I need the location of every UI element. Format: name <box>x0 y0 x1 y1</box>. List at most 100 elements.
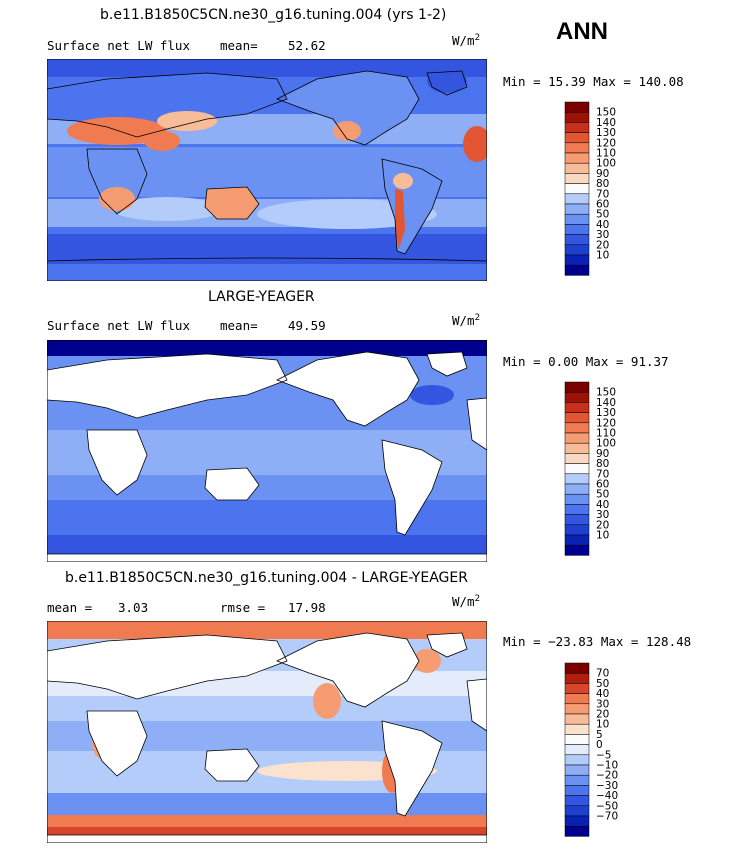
panel-2-colorbar-swatch <box>564 514 590 526</box>
panel-1-colorbar-tick-label: 20 <box>596 239 609 251</box>
panel-2-colorbar-swatch <box>564 483 590 495</box>
panel-1-australia <box>205 187 259 219</box>
panel-2-colorbar-tick-label: 140 <box>596 397 616 409</box>
panel-1-colorbar-swatch <box>564 122 590 133</box>
panel-1-colorbar-tick-label: 130 <box>596 127 616 139</box>
panel-3-band-southern <box>47 793 487 815</box>
panel-1-colorbar-swatch <box>564 193 590 205</box>
panel-1-band-antarctic <box>47 264 487 281</box>
panel-3-colorbar-swatch <box>564 795 590 807</box>
panel-2-min-max: Min = 0.00 Max = 91.37 <box>503 354 669 369</box>
panel-2-colorbar-swatch <box>564 544 590 556</box>
panel-1-band-arctic <box>47 59 487 77</box>
panel-3-coastlines <box>47 632 487 836</box>
panel-2-title: LARGE-YEAGER <box>208 289 315 305</box>
panel-1-south-africa-hot <box>99 187 135 211</box>
panel-3-colorbar-swatch <box>564 815 590 827</box>
panel-3-california-upwelling <box>313 683 341 719</box>
panel-3-colorbar-tick-label: 20 <box>596 709 609 721</box>
panel-3-colorbar-tick-label: −40 <box>596 790 618 802</box>
panel-1-patagonia <box>393 173 413 189</box>
panel-1-coastlines <box>47 70 487 262</box>
season-label: ANN <box>556 18 608 45</box>
panel-1-title: b.e11.B1850C5CN.ne30_g16.tuning.004 (yrs… <box>100 7 447 23</box>
panel-1-mean-label: mean= <box>220 38 258 53</box>
panel-3-mean-label: mean = <box>47 600 93 615</box>
panel-2-colorbar-tick-label: 80 <box>596 458 609 470</box>
panel-1-colorbar-tick-label: 80 <box>596 178 609 190</box>
panel-3-rmse-value: 17.98 <box>288 600 326 615</box>
panel-3-colorbar-swatch <box>564 662 590 674</box>
panel-2-colorbar: 150 140 130 120 110 100 90 80 70 60 50 40 30 20 10 <box>564 381 645 561</box>
panel-2-colorbar-tick-label: 120 <box>596 417 616 429</box>
panel-1-central-asia <box>157 111 217 131</box>
panel-1-colorbar-tick-label: 70 <box>596 188 609 200</box>
panel-3-colorbar-swatch <box>564 672 590 684</box>
panel-1-colorbar-tick-label: 10 <box>596 250 609 262</box>
panel-3-mean-value: 3.03 <box>118 600 149 615</box>
panel-3-colorbar-swatch <box>564 825 590 837</box>
panel-2-mean-value: 49.59 <box>288 318 326 333</box>
panel-1-variable-label: Surface net LW flux <box>47 38 190 53</box>
panel-2-colorbar-swatch <box>564 473 590 485</box>
panel-3-colorbar-swatch <box>564 693 590 705</box>
panel-3-colorbar-tick-label: 70 <box>596 668 609 680</box>
panel-2-colorbar-swatch <box>564 442 590 454</box>
panel-3-map <box>47 621 487 843</box>
panel-2-colorbar-swatch <box>564 493 590 505</box>
panel-3-colorbar-tick-label: −5 <box>596 749 611 761</box>
panel-3-band-antarctic <box>47 815 487 827</box>
panel-3-colorbar-tick-label: 0 <box>596 739 603 751</box>
panel-1-colorbar-swatch <box>564 254 590 266</box>
panel-2-colorbar-tick-label: 90 <box>596 448 609 460</box>
panel-1-units: W/m2 <box>452 33 480 49</box>
panel-1-colorbar-tick-label: 60 <box>596 199 609 211</box>
panel-2-colorbar-swatch <box>564 534 590 546</box>
panel-3-colorbar-swatch <box>564 683 590 694</box>
panel-3-land <box>47 633 487 843</box>
panel-3-colorbar-tick-label: 50 <box>596 678 609 690</box>
panel-1-colorbar-swatch <box>564 111 590 123</box>
panel-1-sahel-hot <box>463 126 487 162</box>
panel-1-colorbar-swatch <box>564 173 590 184</box>
panel-2-colorbar-tick-label: 150 <box>596 387 616 399</box>
panel-2-colorbar-swatch <box>564 432 590 444</box>
panel-1-greenland <box>427 69 467 93</box>
panel-3-colorbar-tick-label: 10 <box>596 719 609 731</box>
panel-2-land <box>47 352 487 562</box>
panel-2-colorbar-swatch <box>564 453 590 464</box>
panel-1-colorbar-tick-label: 50 <box>596 209 609 221</box>
panel-1-colorbar-swatch <box>564 152 590 164</box>
panel-3-min-max: Min = −23.83 Max = 128.48 <box>503 634 692 649</box>
panel-3-colorbar-swatch <box>564 703 590 715</box>
panel-2-colorbar-swatch <box>564 402 590 413</box>
panel-2-units: W/m2 <box>452 313 480 329</box>
panel-1-map <box>47 59 487 281</box>
panel-1-colorbar-swatch <box>564 234 590 246</box>
panel-1-north-america <box>277 71 419 145</box>
panel-2-mean-label: mean= <box>220 318 258 333</box>
panel-3-colorbar-swatch <box>564 764 590 776</box>
panel-1-colorbar-swatch <box>564 132 590 144</box>
panel-1-colorbar-tick-label: 150 <box>596 107 616 119</box>
panel-2-colorbar-tick-label: 40 <box>596 499 609 511</box>
panel-2-colorbar-swatch <box>564 504 590 515</box>
panel-3-colorbar-tick-label: 5 <box>596 729 603 741</box>
panel-2-gulf-stream <box>410 385 454 405</box>
panel-1-colorbar-tick-label: 100 <box>596 158 616 170</box>
panel-3-units: W/m2 <box>452 594 480 610</box>
panel-1-colorbar: 150 140 130 120 110 100 90 80 70 60 50 40 30 20 10 <box>564 101 645 281</box>
panel-1-colorbar-swatch <box>564 203 590 215</box>
panel-1-andes-hot <box>395 189 405 249</box>
panel-1-colorbar-swatch <box>564 264 590 276</box>
panel-1-colorbar-swatch <box>564 224 590 235</box>
panel-2-variable-label: Surface net LW flux <box>47 318 190 333</box>
panel-1-indian-high <box>112 197 222 221</box>
panel-3-band-arctic <box>47 621 487 639</box>
panel-1-colorbar-swatch <box>564 142 590 154</box>
panel-3-rmse-label: rmse = <box>220 600 266 615</box>
panel-3-colorbar-swatch <box>564 734 590 745</box>
panel-3-colorbar-tick-label: −10 <box>596 760 618 772</box>
